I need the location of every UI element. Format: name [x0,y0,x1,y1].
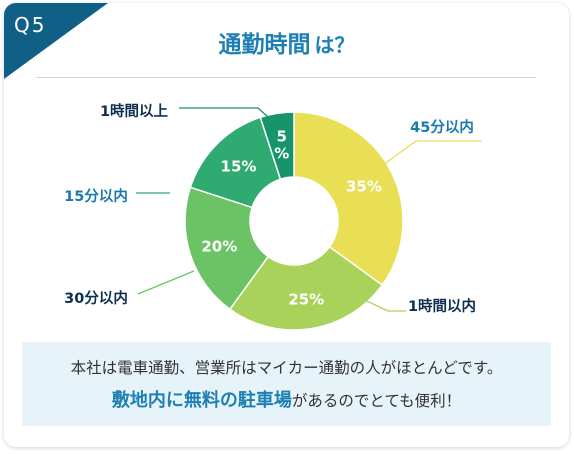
question-title-main: 通勤時間 [218,32,311,58]
category-label: 1時間以内 [408,297,476,315]
question-number: Q5 [14,13,47,37]
leader-line [137,270,195,295]
slice-value-label: 5% [274,127,289,162]
category-label: 45分以内 [410,118,474,136]
leader-line [371,140,482,174]
question-title-suffix: は？ [314,33,355,57]
leader-line [179,107,269,118]
donut-slice [259,111,295,181]
donut-slice [184,186,270,311]
comment-highlight: 敷地内に無料の駐車場 [111,390,292,411]
donut-slice [293,111,404,287]
comment-box: 本社は電車通勤、営業所はマイカー通勤の人がほとんどです。 敷地内に無料の駐車場が… [22,342,551,426]
donut-hole [251,178,337,264]
question-title: 通勤時間 は？ [4,25,569,59]
slice-value-label: 20% [201,237,237,255]
question-corner-badge [4,3,108,79]
slice-value-label: 35% [346,177,382,195]
donut-slice [228,245,384,331]
slice-value-label: 25% [288,291,324,309]
survey-card: Q5 通勤時間 は？ 35% 45分以内 25% 1時間以内 20% 30分以内 15% 15分… [4,3,569,447]
comment-line-2-rest: があるのでとても便利！ [291,392,462,410]
category-label: 1時間以上 [100,103,169,120]
category-label: 15分以内 [64,187,128,205]
comment-line-2: 敷地内に無料の駐車場があるのでとても便利！ [22,386,551,412]
commute-donut-chart: 35% 45分以内 25% 1時間以内 20% 30分以内 15% 15分以内 5 % 1時間以上 [64,103,482,331]
leader-line [353,294,406,312]
slice-value-label: 15% [221,157,257,175]
comment-line-1: 本社は電車通勤、営業所はマイカー通勤の人がほとんどです。 [70,359,503,377]
title-divider [36,77,536,78]
category-label: 30分以内 [64,289,128,307]
